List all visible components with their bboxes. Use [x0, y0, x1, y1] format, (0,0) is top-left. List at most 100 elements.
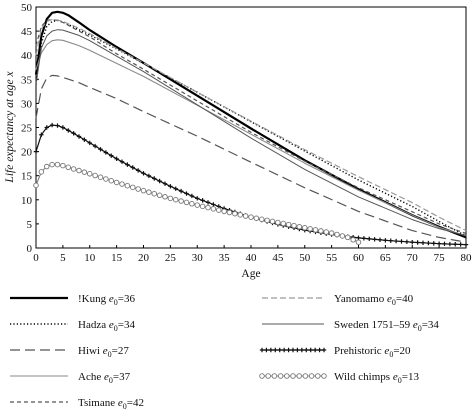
- data-point-marker: [268, 347, 274, 353]
- data-point-marker: [65, 164, 71, 171]
- data-point-marker: [447, 241, 453, 247]
- series-layer: [33, 10, 469, 247]
- data-point-marker: [463, 242, 469, 247]
- x-tick-label: 30: [192, 252, 204, 264]
- data-point-marker: [275, 219, 281, 226]
- data-point-marker: [339, 233, 346, 239]
- legend-item: Wild chimps e0=13: [259, 371, 419, 385]
- data-point-marker: [189, 193, 195, 199]
- data-point-marker: [54, 161, 61, 168]
- data-point-marker: [215, 207, 222, 213]
- series-sweden-1751-59: [35, 29, 467, 236]
- data-point-marker: [55, 123, 60, 128]
- data-point-marker: [269, 218, 276, 225]
- x-tick-label: 20: [138, 252, 150, 264]
- y-tick-label: 40: [21, 50, 33, 62]
- data-point-marker: [205, 200, 211, 205]
- data-point-marker: [168, 184, 173, 189]
- data-point-marker: [410, 240, 415, 245]
- data-point-marker: [135, 186, 141, 192]
- data-point-marker: [103, 150, 109, 155]
- data-point-marker: [420, 240, 426, 245]
- data-point-marker: [156, 192, 163, 199]
- x-tick-label: 10: [84, 252, 96, 264]
- data-point-marker: [178, 188, 184, 194]
- data-point-marker: [361, 236, 367, 241]
- legend-label: !Kung e0=36: [78, 293, 135, 307]
- data-point-marker: [211, 202, 216, 207]
- x-axis: 0 5 10 15 20 25 30 35 40 45 50 55 60 65 70 75 80: [33, 245, 472, 264]
- data-point-marker: [431, 241, 436, 246]
- data-point-marker: [39, 132, 44, 137]
- data-point-marker: [114, 156, 119, 162]
- data-point-marker: [399, 239, 404, 244]
- data-point-marker: [44, 163, 50, 170]
- data-point-marker: [109, 153, 114, 158]
- data-point-marker: [302, 373, 309, 379]
- data-point-marker: [436, 241, 442, 246]
- data-point-marker: [146, 189, 152, 195]
- data-point-marker: [119, 159, 125, 164]
- legend-label: Ache e0=37: [78, 371, 131, 385]
- data-point-marker: [285, 221, 292, 228]
- legend-item: Prehistoric e0=20: [259, 345, 411, 359]
- y-tick-label: 20: [21, 147, 33, 159]
- y-tick-label: 35: [21, 74, 33, 86]
- data-point-marker: [113, 179, 120, 186]
- data-point-marker: [173, 186, 178, 191]
- legend-item: Hadza e0=34: [10, 319, 135, 333]
- series-prehistoric: [33, 122, 469, 247]
- data-point-marker: [321, 347, 327, 353]
- x-tick-label: 45: [272, 252, 284, 264]
- legend-label: Tsimane e0=42: [78, 397, 144, 410]
- x-tick-label: 65: [380, 252, 392, 264]
- series-line: [35, 74, 467, 243]
- data-point-marker: [70, 166, 77, 172]
- series-hiwi: [35, 74, 467, 243]
- data-point-marker: [308, 347, 313, 353]
- data-point-marker: [82, 137, 87, 142]
- y-axis: 0 5 10 15 20 25 30 35 40 45 50: [21, 2, 39, 255]
- data-point-marker: [312, 227, 319, 233]
- data-point-marker: [49, 161, 55, 168]
- series-hadza: [35, 19, 467, 237]
- data-point-marker: [86, 171, 93, 177]
- data-point-marker: [308, 373, 315, 379]
- x-tick-label: 70: [407, 252, 419, 264]
- data-point-marker: [307, 226, 313, 232]
- y-tick-label: 5: [27, 219, 33, 231]
- legend-label: Hiwi e0=27: [78, 345, 129, 359]
- data-point-marker: [140, 187, 147, 194]
- data-point-marker: [315, 373, 321, 379]
- data-point-marker: [167, 195, 174, 202]
- data-point-marker: [404, 239, 410, 245]
- data-point-marker: [290, 347, 296, 353]
- series-line: [35, 18, 467, 235]
- series-line: [34, 10, 467, 239]
- data-point-marker: [248, 214, 254, 220]
- data-point-marker: [205, 204, 211, 211]
- y-tick-label: 25: [21, 123, 33, 135]
- data-point-marker: [415, 240, 420, 245]
- y-axis-title: Life expectancy at age x: [4, 71, 16, 184]
- data-point-marker: [355, 239, 362, 245]
- data-point-marker: [162, 194, 168, 200]
- data-point-marker: [273, 347, 278, 353]
- data-point-marker: [183, 199, 190, 206]
- x-tick-label: 80: [461, 252, 473, 264]
- data-point-marker: [189, 201, 195, 207]
- y-tick-label: 30: [21, 98, 33, 110]
- data-point-marker: [124, 182, 131, 189]
- data-point-marker: [442, 241, 447, 247]
- legend-item: Yanomamo e0=40: [262, 293, 414, 307]
- data-point-marker: [125, 162, 130, 167]
- data-point-marker: [334, 231, 340, 238]
- data-point-marker: [318, 228, 324, 234]
- legend-item: Tsimane e0=42: [10, 397, 144, 410]
- data-point-marker: [44, 125, 49, 130]
- x-tick-label: 15: [111, 252, 123, 264]
- legend-item: Hiwi e0=27: [10, 345, 129, 359]
- data-point-marker: [377, 237, 383, 243]
- data-point-marker: [146, 173, 152, 179]
